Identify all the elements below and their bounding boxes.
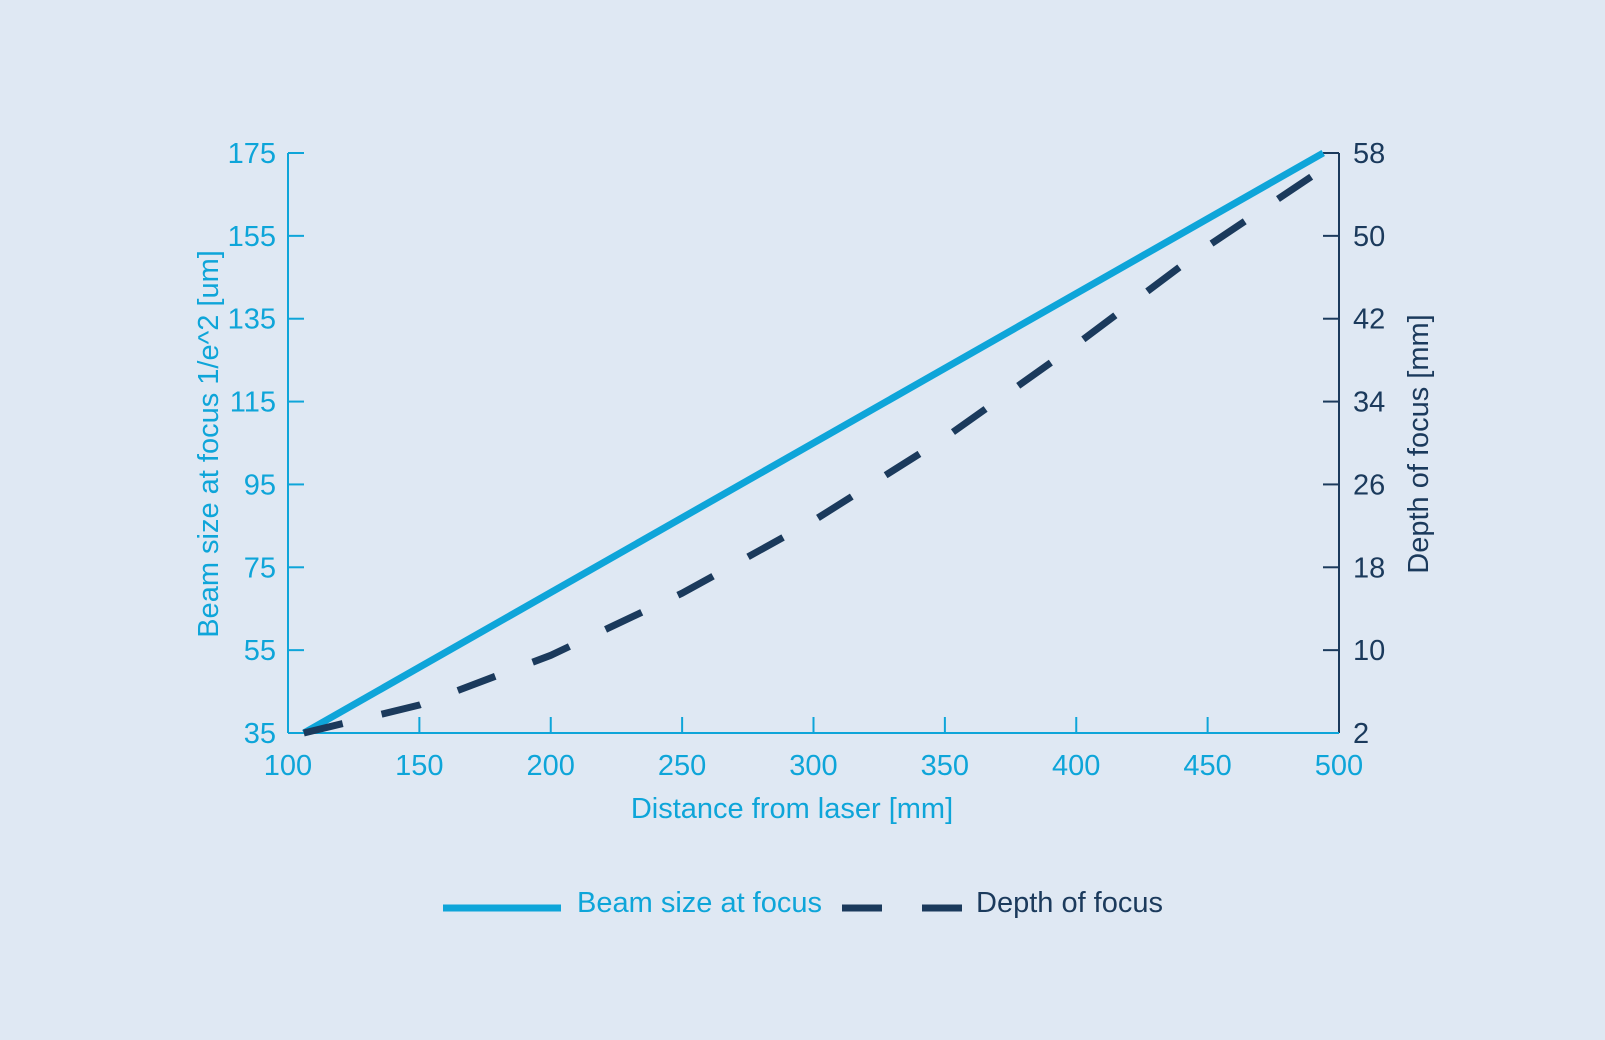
x-tick-label: 200 [527, 750, 575, 782]
y-tick-label: 55 [244, 635, 276, 667]
y-tick-label: 155 [228, 221, 276, 253]
y2-axis-label: Depth of focus [mm] [1403, 314, 1435, 574]
y-tick-label: 95 [244, 469, 276, 501]
x-tick-label: 300 [789, 750, 837, 782]
x-axis-label: Distance from laser [mm] [631, 793, 953, 825]
y2-tick-label: 26 [1353, 469, 1385, 501]
legend-depth-label: Depth of focus [976, 887, 1163, 919]
y2-tick-label: 18 [1353, 552, 1385, 584]
legend-beam-label: Beam size at focus [577, 887, 822, 919]
series-line-beam-size [302, 149, 1325, 737]
y-axis-label: Beam size at focus 1/e^2 [um] [193, 250, 225, 638]
y2-tick-label: 10 [1353, 635, 1385, 667]
y-tick-label: 135 [228, 304, 276, 336]
x-tick-label: 350 [921, 750, 969, 782]
y-tick-label: 175 [228, 138, 276, 170]
y-tick-label: 35 [244, 718, 276, 750]
y2-tick-label: 42 [1353, 304, 1385, 336]
y2-tick-label: 34 [1353, 387, 1385, 419]
x-tick-label: 150 [395, 750, 443, 782]
x-tick-label: 500 [1315, 750, 1363, 782]
y-tick-label: 75 [244, 552, 276, 584]
labels-group: Distance from laser [mm] Beam size at fo… [193, 250, 1435, 825]
series-line-depth-of-focus [302, 160, 1334, 737]
legend: Beam size at focus Depth of focus [443, 887, 1163, 919]
x-tick-label: 250 [658, 750, 706, 782]
series-group [302, 149, 1334, 737]
y-tick-label: 115 [230, 387, 276, 419]
y2-tick-label: 2 [1353, 718, 1369, 750]
y2-tick-label: 58 [1353, 138, 1385, 170]
x-tick-label: 100 [264, 750, 312, 782]
x-tick-label: 450 [1183, 750, 1231, 782]
y2-tick-label: 50 [1353, 221, 1385, 253]
x-tick-label: 400 [1052, 750, 1100, 782]
axes-group: 100 150 200 250 300 350 400 450 5003555759511513… [228, 138, 1386, 782]
